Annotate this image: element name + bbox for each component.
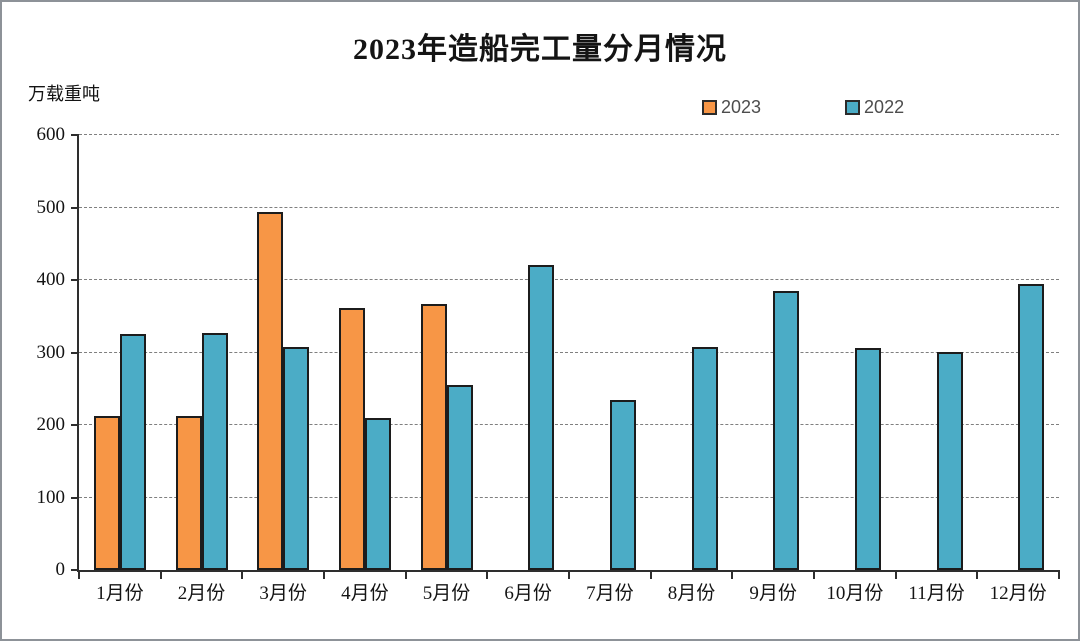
chart-title: 2023年造船完工量分月情况 <box>353 33 727 66</box>
y-tick-100 <box>71 496 79 499</box>
plot-area: 0 100 200 300 400 500 600 1月份 2月份 3月份 4月份 5月份 6月份 7月份… <box>37 124 1060 604</box>
y-tick-400 <box>71 279 79 281</box>
y-axis-unit-label: 万载重吨 <box>28 84 100 104</box>
gridline-300 <box>79 351 1059 353</box>
gridline-400 <box>79 279 1059 280</box>
bar-2022-2月份 <box>201 333 228 570</box>
x-tick-label-8月份: 8月份 <box>667 583 716 604</box>
x-tick-6 <box>568 570 570 579</box>
bar-2022-7月份 <box>609 400 636 570</box>
x-tick-1 <box>159 570 162 579</box>
bar-2023-1月份 <box>93 416 120 570</box>
bar-2022-12月份 <box>1018 284 1045 570</box>
x-tick-label-2月份: 2月份 <box>177 583 226 604</box>
x-tick-5 <box>486 570 489 579</box>
bar-2022-9月份 <box>773 291 800 570</box>
gridline-100 <box>79 496 1059 498</box>
y-tick-label-0: 0 <box>55 559 66 580</box>
gridline-600 <box>79 134 1059 135</box>
x-tick-label-5月份: 5月份 <box>422 583 471 604</box>
bar-2023-3月份 <box>257 212 284 570</box>
bar-2022-5月份 <box>446 385 473 570</box>
x-tick-label-6月份: 6月份 <box>504 583 552 604</box>
y-tick-label-600: 600 <box>36 124 66 145</box>
y-tick-0 <box>71 569 79 571</box>
x-tick-2 <box>241 570 244 579</box>
y-tick-label-400: 400 <box>36 269 66 290</box>
x-tick-label-11月份: 11月份 <box>908 583 965 604</box>
y-tick-label-200: 200 <box>36 414 66 435</box>
x-tick-label-9月份: 9月份 <box>749 583 797 604</box>
bar-2022-6月份 <box>528 265 555 570</box>
y-tick-600 <box>71 134 79 136</box>
gridline-500 <box>79 206 1059 208</box>
x-tick-9 <box>813 570 815 579</box>
x-tick-4 <box>404 570 407 579</box>
bar-2022-3月份 <box>283 347 310 570</box>
x-tick-label-10月份: 10月份 <box>826 583 884 604</box>
x-tick-12 <box>1058 570 1060 579</box>
legend-label-2023: 2023 <box>721 97 762 117</box>
legend: 2023 2022 <box>702 97 904 118</box>
legend-swatch-2022 <box>845 100 861 115</box>
x-tick-label-3月份: 3月份 <box>259 583 307 604</box>
legend-item-2023: 2023 <box>702 97 761 118</box>
legend-swatch-2023 <box>702 100 717 115</box>
x-tick-label-4月份: 4月份 <box>341 583 389 604</box>
legend-label-2022: 2022 <box>864 97 905 117</box>
bar-2023-5月份 <box>420 304 447 570</box>
gridline-200 <box>79 424 1059 425</box>
x-tick-10 <box>894 570 897 579</box>
x-tick-11 <box>976 570 979 579</box>
y-tick-300 <box>71 351 79 354</box>
y-tick-label-300: 300 <box>36 341 66 363</box>
bar-2023-2月份 <box>175 416 202 570</box>
x-tick-0 <box>78 570 80 579</box>
y-tick-label-500: 500 <box>36 196 66 218</box>
x-tick-8 <box>731 570 734 579</box>
bar-2022-4月份 <box>364 418 391 570</box>
x-tick-label-12月份: 12月份 <box>989 583 1047 604</box>
x-tick-label-7月份: 7月份 <box>586 583 634 604</box>
bar-2022-8月份 <box>691 347 718 570</box>
x-tick-3 <box>323 570 325 579</box>
x-tick-label-1月份: 1月份 <box>96 583 144 604</box>
bar-2022-1月份 <box>119 334 146 570</box>
legend-item-2022: 2022 <box>845 97 904 118</box>
bar-2022-11月份 <box>936 352 963 570</box>
y-tick-500 <box>71 206 79 209</box>
bar-2022-10月份 <box>854 348 881 570</box>
bar-2023-4月份 <box>338 308 365 570</box>
x-tick-7 <box>649 570 652 579</box>
y-tick-label-100: 100 <box>36 486 66 508</box>
y-tick-200 <box>71 424 79 426</box>
